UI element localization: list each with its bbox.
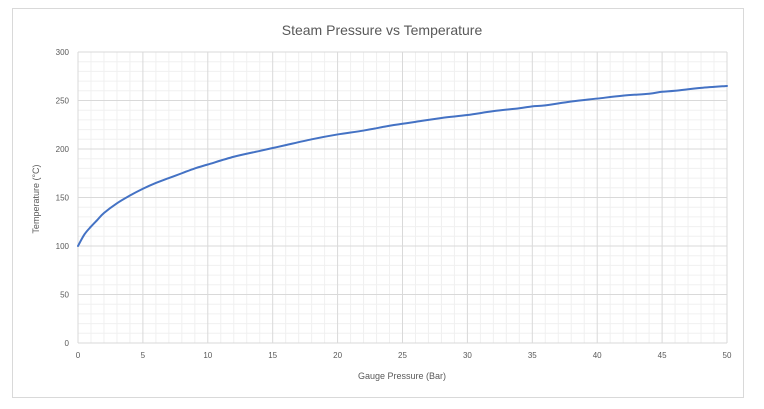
x-tick-label: 45 (658, 351, 667, 360)
x-tick-label: 30 (463, 351, 472, 360)
y-tick-label: 300 (56, 48, 70, 57)
x-tick-label: 35 (528, 351, 537, 360)
x-tick-label: 10 (203, 351, 212, 360)
y-tick-label: 250 (56, 97, 70, 106)
x-tick-label: 5 (141, 351, 146, 360)
y-tick-label: 150 (56, 194, 70, 203)
x-tick-label: 0 (76, 351, 81, 360)
y-axis-label: Temperature (°C) (31, 164, 41, 233)
y-tick-labels: 0 50 100 150 200 250 300 (56, 48, 70, 348)
x-tick-label: 50 (723, 351, 732, 360)
y-tick-label: 50 (60, 291, 69, 300)
series-line (77, 84, 728, 247)
y-tick-label: 0 (65, 339, 70, 348)
x-tick-labels: 0 5 10 15 20 25 30 35 40 45 50 (76, 351, 732, 360)
y-tick-label: 100 (56, 242, 70, 251)
x-tick-label: 40 (593, 351, 602, 360)
x-tick-label: 25 (398, 351, 407, 360)
x-tick-label: 15 (268, 351, 277, 360)
y-tick-label: 200 (56, 145, 70, 154)
chart-frame: Steam Pressure vs Temperature 0 5 10 15 20 25… (12, 8, 744, 398)
x-axis-label: Gauge Pressure (Bar) (358, 371, 446, 381)
major-grid (77, 51, 728, 344)
series-group (77, 84, 728, 247)
x-tick-label: 20 (333, 351, 342, 360)
chart-title: Steam Pressure vs Temperature (282, 22, 483, 38)
chart-svg: Steam Pressure vs Temperature 0 5 10 15 20 25… (31, 22, 732, 381)
